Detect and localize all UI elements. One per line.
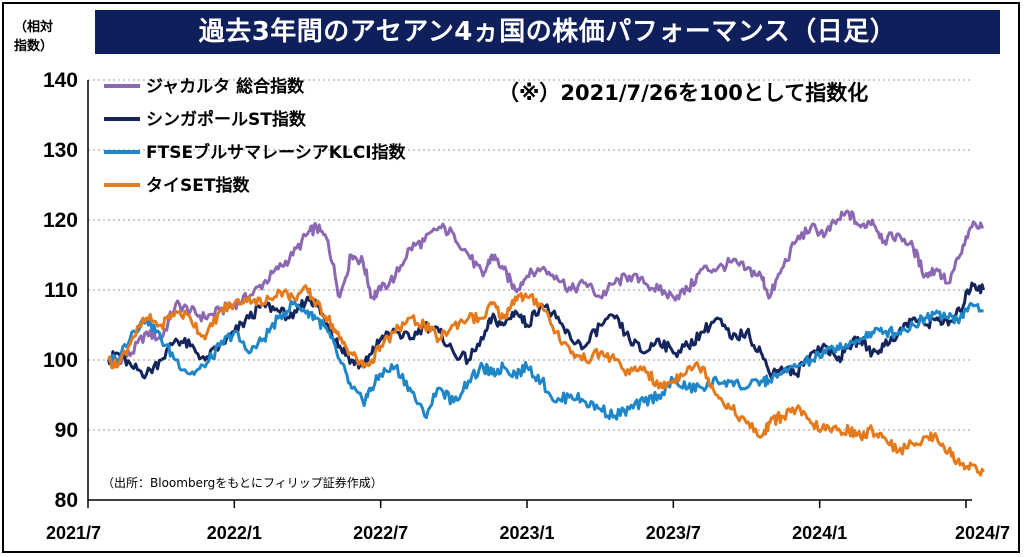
y-tick-label-100: 100 <box>43 349 78 372</box>
series-line-0 <box>107 209 984 366</box>
series-line-3 <box>107 284 985 477</box>
gridlines <box>88 79 972 431</box>
chart-title: 過去3年間のアセアン4ヵ国の株価パフォーマンス（日足） <box>95 10 1000 54</box>
series-lines <box>107 209 986 477</box>
y-tick-label-140: 140 <box>43 69 78 92</box>
series-line-2 <box>107 299 984 421</box>
x-tick-label-6: 2024/7 <box>955 523 1010 543</box>
x-tick-label-2: 2022/7 <box>353 523 408 543</box>
index-note: （※）2021/7/26を100として指数化 <box>498 81 869 105</box>
legend-label-0: ジャカルタ 総合指数 <box>146 76 305 97</box>
y-tick-label-130: 130 <box>43 139 78 162</box>
axes: 80 90 100 110 120 130 140 2021/7 2022/1 2022/7 202… <box>43 69 1010 543</box>
x-tick-label-3: 2023/1 <box>499 523 554 543</box>
y-axis-unit-line2: 指数） <box>14 39 54 54</box>
x-tick-label-1: 2022/1 <box>207 523 262 543</box>
source-note: （出所：Bloombergをもとにフィリップ証券作成） <box>102 476 383 490</box>
y-tick-label-90: 90 <box>55 419 78 442</box>
x-tick-label-4: 2023/7 <box>646 523 701 543</box>
y-tick-label-110: 110 <box>44 279 78 302</box>
legend-label-2: FTSEブルサマレーシアKLCI指数 <box>146 142 407 163</box>
legend-label-3: タイSET指数 <box>146 175 250 196</box>
y-tick-label-120: 120 <box>43 209 78 232</box>
y-axis-unit-label: （相対 指数） <box>14 18 53 56</box>
legend-label-1: シンガポールST指数 <box>146 109 307 130</box>
series-line-1 <box>107 281 986 380</box>
x-tick-label-5: 2024/1 <box>792 523 847 543</box>
y-tick-label-80: 80 <box>55 489 78 512</box>
x-tick-label-0: 2021/7 <box>46 523 101 543</box>
y-axis-unit-line1: （相対 <box>14 20 54 35</box>
